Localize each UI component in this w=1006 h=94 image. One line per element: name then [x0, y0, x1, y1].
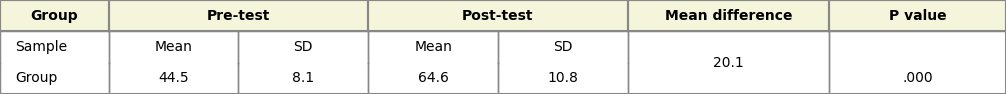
Bar — [628, 31, 829, 94]
Bar — [368, 63, 498, 94]
Text: Mean difference: Mean difference — [665, 9, 792, 22]
Text: SD: SD — [294, 40, 313, 54]
Text: Mean: Mean — [155, 40, 192, 54]
Text: 20.1: 20.1 — [713, 56, 743, 69]
Bar — [238, 63, 368, 94]
Bar — [238, 31, 368, 63]
Bar — [368, 31, 498, 63]
Bar — [829, 31, 1006, 94]
Bar — [829, 0, 1006, 31]
Text: 44.5: 44.5 — [158, 71, 189, 85]
Text: Pre-test: Pre-test — [207, 9, 270, 22]
Bar — [109, 0, 368, 31]
Bar — [628, 0, 829, 31]
Text: .000: .000 — [902, 71, 933, 85]
Text: Group: Group — [15, 71, 57, 85]
Text: 10.8: 10.8 — [547, 71, 578, 85]
Bar — [498, 31, 628, 63]
Bar — [109, 31, 238, 63]
Text: Mean: Mean — [414, 40, 452, 54]
Bar — [0, 0, 109, 31]
Bar — [0, 63, 109, 94]
Text: Sample: Sample — [15, 40, 67, 54]
Text: 8.1: 8.1 — [293, 71, 314, 85]
Bar — [0, 31, 109, 63]
Text: Group: Group — [30, 9, 78, 22]
Text: 64.6: 64.6 — [417, 71, 449, 85]
Bar — [368, 0, 628, 31]
Bar — [498, 63, 628, 94]
Text: SD: SD — [553, 40, 572, 54]
Bar — [109, 63, 238, 94]
Text: Post-test: Post-test — [462, 9, 534, 22]
Text: P value: P value — [888, 9, 947, 22]
